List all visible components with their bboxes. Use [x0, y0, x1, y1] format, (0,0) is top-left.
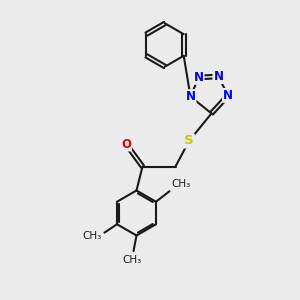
Text: CH₃: CH₃: [122, 255, 142, 265]
Text: N: N: [213, 70, 224, 83]
Text: N: N: [185, 90, 196, 103]
Text: CH₃: CH₃: [83, 231, 102, 241]
Text: CH₃: CH₃: [171, 179, 190, 189]
Text: N: N: [223, 89, 233, 102]
Text: S: S: [184, 134, 194, 148]
Text: O: O: [121, 137, 131, 151]
Text: N: N: [194, 71, 204, 84]
